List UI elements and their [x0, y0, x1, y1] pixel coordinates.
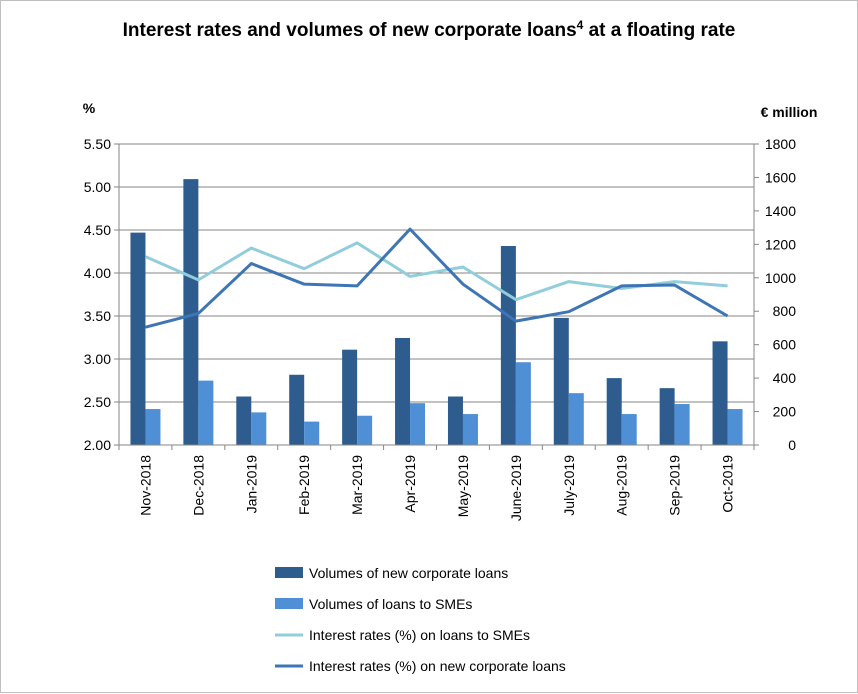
y-right-tick-label: 800 [773, 303, 797, 319]
y-left-tick-label: 4.50 [84, 222, 111, 238]
y-left-unit: % [83, 100, 96, 116]
legend-label: Volumes of loans to SMEs [309, 596, 472, 612]
x-tick-label: Nov-2018 [137, 455, 153, 516]
bar [568, 393, 584, 445]
legend-label: Interest rates (%) on loans to SMEs [309, 627, 530, 643]
y-right-tick-label: 200 [773, 404, 797, 420]
y-left-tick-label: 3.00 [84, 351, 111, 367]
legend-swatch [275, 567, 303, 578]
line-marks [144, 227, 729, 329]
title-superscript: 4 [577, 18, 584, 32]
bar [236, 396, 252, 445]
bar [198, 380, 214, 445]
bar [447, 396, 463, 445]
bar [621, 414, 637, 445]
bar [462, 414, 478, 445]
x-tick-label: Feb-2019 [296, 455, 312, 515]
x-tick-label: Aug-2019 [614, 455, 630, 516]
y-right-tick-label: 1600 [765, 169, 796, 185]
bar [606, 378, 622, 445]
y-right-tick-label: 1000 [765, 270, 796, 286]
bar [145, 409, 161, 445]
legend-swatch [275, 598, 303, 609]
gridlines [119, 143, 754, 446]
x-tick-label: June-2019 [508, 455, 524, 521]
axes: 2.00 2.50 3.00 3.50 4.00 4.50 5.00 5.50 0 200 400 6… [84, 136, 796, 521]
legend-label: Volumes of new corporate loans [309, 565, 508, 581]
bar [251, 412, 267, 445]
legend: Volumes of new corporate loans Volumes of… [275, 565, 566, 674]
bar [342, 349, 358, 445]
x-tick-label: Jan-2019 [243, 455, 259, 514]
y-right-tick-label: 400 [773, 370, 797, 386]
y-right-tick-label: 1400 [765, 203, 796, 219]
x-tick-label: May-2019 [455, 455, 471, 517]
y-left-tick-label: 5.50 [84, 136, 111, 152]
y-right-tick-label: 1800 [765, 136, 796, 152]
y-left-tick-label: 2.50 [84, 394, 111, 410]
bar [727, 409, 743, 445]
bar [712, 341, 728, 445]
y-left-tick-label: 2.00 [84, 437, 111, 453]
x-tick-label: Sep-2019 [667, 455, 683, 516]
bar [553, 317, 569, 445]
y-right-tick-label: 600 [773, 337, 797, 353]
y-left-tick-label: 3.50 [84, 308, 111, 324]
bar [289, 374, 305, 445]
bar [500, 246, 516, 445]
bar [395, 337, 411, 445]
bar [183, 179, 199, 445]
title-suffix: at a floating rate [583, 20, 735, 41]
bar-marks [130, 179, 743, 445]
bar [674, 404, 690, 445]
y-left-tick-label: 5.00 [84, 179, 111, 195]
y-right-tick-label: 0 [788, 437, 796, 453]
x-tick-label: Dec-2018 [190, 455, 206, 516]
x-tick-label: Oct-2019 [720, 455, 736, 513]
y-right-unit: € million [761, 104, 818, 120]
series-line [144, 241, 728, 302]
x-tick-label: July-2019 [561, 455, 577, 516]
x-tick-label: Apr-2019 [402, 455, 418, 513]
bar [357, 415, 373, 445]
y-right-tick-label: 1200 [765, 236, 796, 252]
bar [515, 362, 531, 445]
bar [410, 403, 426, 445]
x-tick-label: Mar-2019 [349, 455, 365, 515]
series-line [145, 227, 729, 329]
bar [659, 388, 675, 445]
chart-title: Interest rates and volumes of new corpor… [123, 18, 736, 41]
y-left-tick-label: 4.00 [84, 265, 111, 281]
bar [304, 421, 320, 445]
bar [130, 232, 146, 445]
legend-label: Interest rates (%) on new corporate loan… [309, 658, 566, 674]
